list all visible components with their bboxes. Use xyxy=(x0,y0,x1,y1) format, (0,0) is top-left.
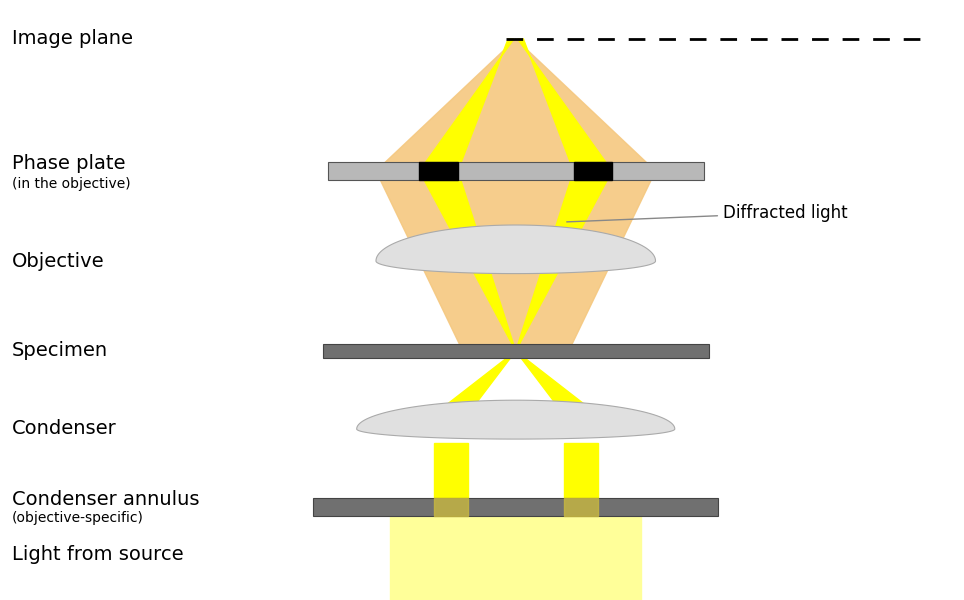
Polygon shape xyxy=(376,171,656,351)
Polygon shape xyxy=(313,498,718,516)
Text: Specimen: Specimen xyxy=(12,341,108,361)
Polygon shape xyxy=(390,516,641,600)
Text: Diffracted light: Diffracted light xyxy=(567,204,847,222)
Polygon shape xyxy=(434,498,468,516)
Polygon shape xyxy=(564,443,598,498)
Text: (objective-specific): (objective-specific) xyxy=(12,511,144,525)
Polygon shape xyxy=(328,162,704,180)
Polygon shape xyxy=(516,351,598,415)
Text: Objective: Objective xyxy=(12,251,104,271)
Polygon shape xyxy=(419,162,458,180)
Text: Phase plate: Phase plate xyxy=(12,154,125,173)
Polygon shape xyxy=(357,400,675,439)
Polygon shape xyxy=(434,443,468,498)
Polygon shape xyxy=(419,171,516,351)
Polygon shape xyxy=(564,498,598,516)
Text: Light from source: Light from source xyxy=(12,545,183,565)
Text: Image plane: Image plane xyxy=(12,29,133,49)
Text: Condenser annulus: Condenser annulus xyxy=(12,490,200,509)
Text: (in the objective): (in the objective) xyxy=(12,177,130,191)
Text: Condenser: Condenser xyxy=(12,419,117,439)
Polygon shape xyxy=(376,225,656,274)
Polygon shape xyxy=(376,39,656,171)
Polygon shape xyxy=(323,344,709,358)
Polygon shape xyxy=(516,171,612,351)
Polygon shape xyxy=(434,351,516,415)
Polygon shape xyxy=(518,39,612,171)
Polygon shape xyxy=(574,162,612,180)
Polygon shape xyxy=(419,39,514,171)
